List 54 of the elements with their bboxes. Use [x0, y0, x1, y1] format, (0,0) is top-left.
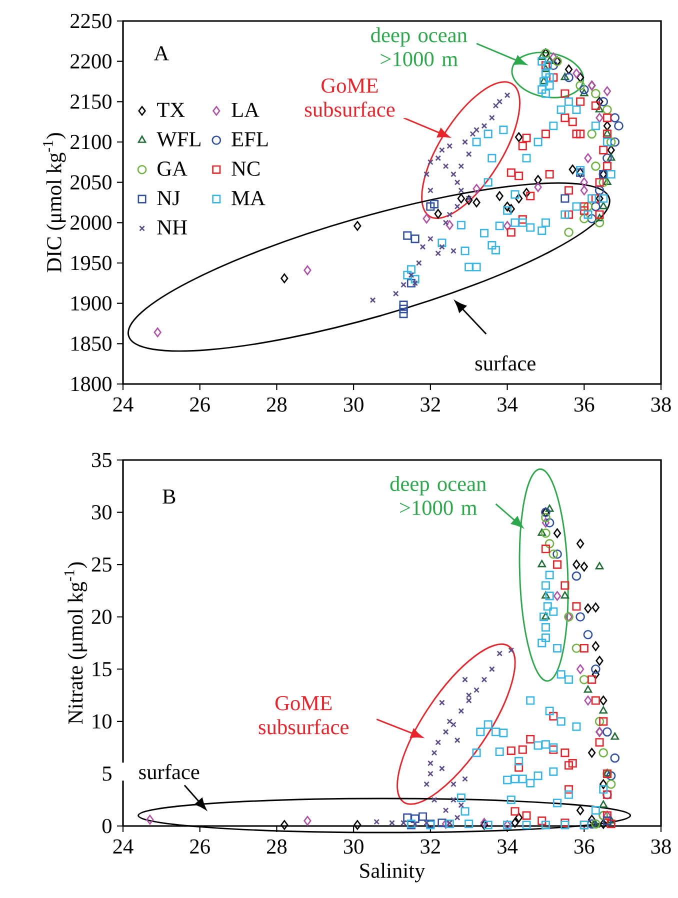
- x-axis-title: Salinity: [360, 862, 426, 882]
- legend-label: NH: [157, 220, 187, 234]
- y-tick-label: 10: [92, 714, 112, 729]
- x-tick-label: 28: [266, 397, 287, 412]
- annotation: deep ocean >1000 m: [371, 27, 468, 66]
- x-tick-label: 24: [113, 839, 134, 854]
- y-tick-label: 5: [102, 766, 112, 781]
- annotation: GoME subsurface: [258, 696, 348, 734]
- y-tick-label: 1850: [72, 336, 112, 351]
- x-tick-label: 38: [651, 397, 671, 412]
- x-tick-label: 30: [344, 839, 364, 854]
- legend-label: WFL: [156, 132, 200, 147]
- x-tick-label: 24: [113, 397, 134, 412]
- x-tick-label: 34: [498, 397, 518, 412]
- y-tick-label: 35: [92, 452, 112, 468]
- annotation: B: [162, 490, 176, 504]
- annotation: surface: [475, 355, 536, 371]
- y-tick-label: 2250: [70, 14, 112, 28]
- y-tick-label: 2150: [70, 94, 112, 109]
- y-tick-label: 20: [92, 610, 112, 624]
- x-tick-label: 26: [190, 397, 210, 412]
- x-tick-label: 30: [344, 397, 364, 412]
- y-tick-label: 2050: [70, 175, 112, 190]
- y-tick-label: 2200: [70, 54, 112, 69]
- x-tick-label: 36: [574, 839, 594, 854]
- annotation: surface: [139, 764, 200, 780]
- x-tick-label: 28: [266, 839, 287, 854]
- x-tick-label: 38: [651, 839, 671, 854]
- x-tick-label: 32: [420, 839, 440, 854]
- x-tick-label: 36: [574, 397, 594, 412]
- y-tick-label: 1900: [72, 296, 112, 311]
- legend-label: NJ: [157, 191, 180, 206]
- legend-label: NC: [232, 162, 260, 176]
- y-tick-label: 1950: [72, 256, 112, 270]
- annotation: deep ocean >1000 m: [390, 476, 486, 516]
- annotation: A: [154, 46, 169, 60]
- legend-label: TX: [157, 102, 185, 117]
- legend-label: MA: [232, 191, 266, 206]
- legend-label: LA: [232, 102, 260, 117]
- y-tick-label: 2000: [70, 215, 112, 230]
- y-tick-label: 15: [92, 662, 112, 676]
- legend-label: GA: [158, 162, 188, 176]
- y-axis-title: DIC (μmol kg$^{-1}$): [42, 133, 66, 272]
- y-tick-label: 0: [102, 818, 112, 834]
- y-tick-label: 25: [92, 557, 112, 572]
- y-tick-label: 2100: [70, 134, 112, 150]
- y-axis-title: Nitrate (μmol kg$^{-1}$): [64, 562, 88, 724]
- annotation: GoME subsurface: [305, 78, 395, 117]
- x-tick-label: 34: [498, 839, 518, 854]
- x-tick-label: 32: [420, 397, 440, 412]
- x-tick-label: 26: [190, 839, 210, 854]
- legend-label: EFL: [232, 132, 268, 146]
- y-tick-label: 1800: [72, 376, 112, 392]
- y-tick-label: 30: [92, 505, 112, 520]
